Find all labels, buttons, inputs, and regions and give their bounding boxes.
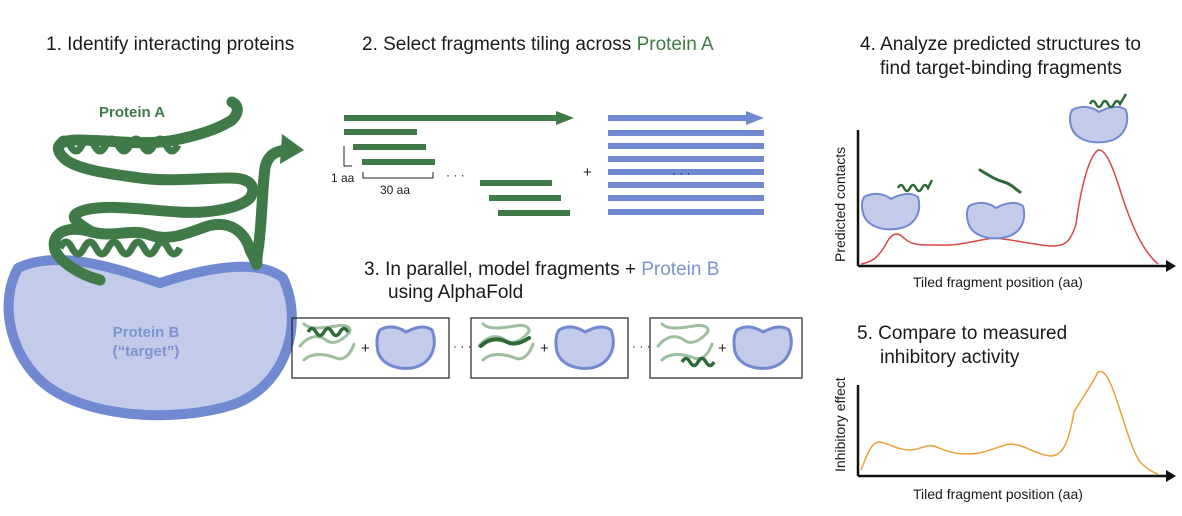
- fragment: [498, 210, 570, 216]
- protein-b-arrow-head: [746, 111, 764, 125]
- fragment: [362, 159, 435, 165]
- step-2-protein-a: Protein A: [636, 34, 714, 55]
- ellipsis-target-copies: · · ·: [672, 166, 691, 180]
- step-3-title: 3. In parallel, model fragments + Protei…: [364, 258, 719, 281]
- model-box-2: [470, 317, 629, 379]
- ellipsis-models-2: · · ·: [632, 339, 651, 353]
- ellipsis-fragments: · · ·: [446, 168, 465, 182]
- target-icon-3: [1068, 105, 1129, 144]
- model-3-fragment: [656, 322, 716, 368]
- step-2-text: 2. Select fragments tiling across: [362, 34, 637, 55]
- protein-a-coil: [48, 96, 296, 286]
- fragment: [344, 129, 417, 135]
- step-1-title: 1. Identify interacting proteins: [46, 34, 295, 55]
- step-3-text: 3. In parallel, model fragments +: [364, 259, 642, 280]
- protein-b-copies: [608, 130, 764, 215]
- fragment: [489, 195, 561, 201]
- step-size-label: 1 aa: [331, 171, 355, 185]
- model-1-fragment: [298, 322, 356, 362]
- inhibition-y-label: Inhibitory effect: [832, 377, 848, 472]
- model-box-1: [291, 317, 450, 379]
- step-2-title: 2. Select fragments tiling across Protei…: [362, 33, 714, 56]
- inhibition-x-label: Tiled fragment position (aa): [913, 486, 1083, 502]
- step-3-protein-b: Protein B: [641, 259, 720, 280]
- target-icon-1: [860, 192, 921, 231]
- model-2-fragment: [477, 322, 535, 362]
- ellipsis-models-1: · · ·: [453, 339, 472, 353]
- protein-b-target-label: (“target”): [112, 343, 180, 360]
- fragment-icon-1: [896, 179, 934, 193]
- plus-sign: +: [583, 164, 592, 181]
- inhibition-x-arrow: [1166, 470, 1176, 482]
- protein-a-arrowhead: [280, 134, 304, 164]
- step-3-subtitle: using AlphaFold: [388, 282, 524, 303]
- protein-a-arrow-head: [556, 111, 574, 125]
- plus-1: +: [361, 340, 370, 357]
- plus-3: +: [718, 340, 727, 357]
- model-box-3: [649, 317, 803, 379]
- fragment-length-label: 30 aa: [380, 183, 411, 197]
- protein-a-helices: [54, 135, 184, 258]
- protein-b-shape: [3, 254, 297, 421]
- inhibition-curve: [860, 370, 1159, 475]
- protein-a-fragments: [344, 129, 570, 216]
- step-5-title-line1: 5. Compare to measured: [857, 323, 1068, 344]
- plus-2: +: [540, 340, 549, 357]
- protein-b-label: Protein B: [112, 324, 180, 341]
- step-5-title-line2: inhibitory activity: [880, 347, 1020, 368]
- target-icon-2: [965, 201, 1026, 240]
- contacts-curve: [860, 149, 1159, 265]
- fragment: [480, 180, 552, 186]
- length-bracket: [362, 172, 434, 179]
- contacts-x-label: Tiled fragment position (aa): [913, 274, 1083, 290]
- contacts-x-arrow: [1166, 260, 1176, 272]
- fragment-icon-3: [1088, 93, 1128, 109]
- step-4-title-line2: find target-binding fragments: [880, 58, 1122, 79]
- fragment: [353, 144, 426, 150]
- fragment-icon-2: [978, 168, 1022, 194]
- protein-a-label: Protein A: [99, 104, 166, 121]
- step-4-title-line1: 4. Analyze predicted structures to: [860, 34, 1141, 55]
- step-bracket: [343, 146, 352, 167]
